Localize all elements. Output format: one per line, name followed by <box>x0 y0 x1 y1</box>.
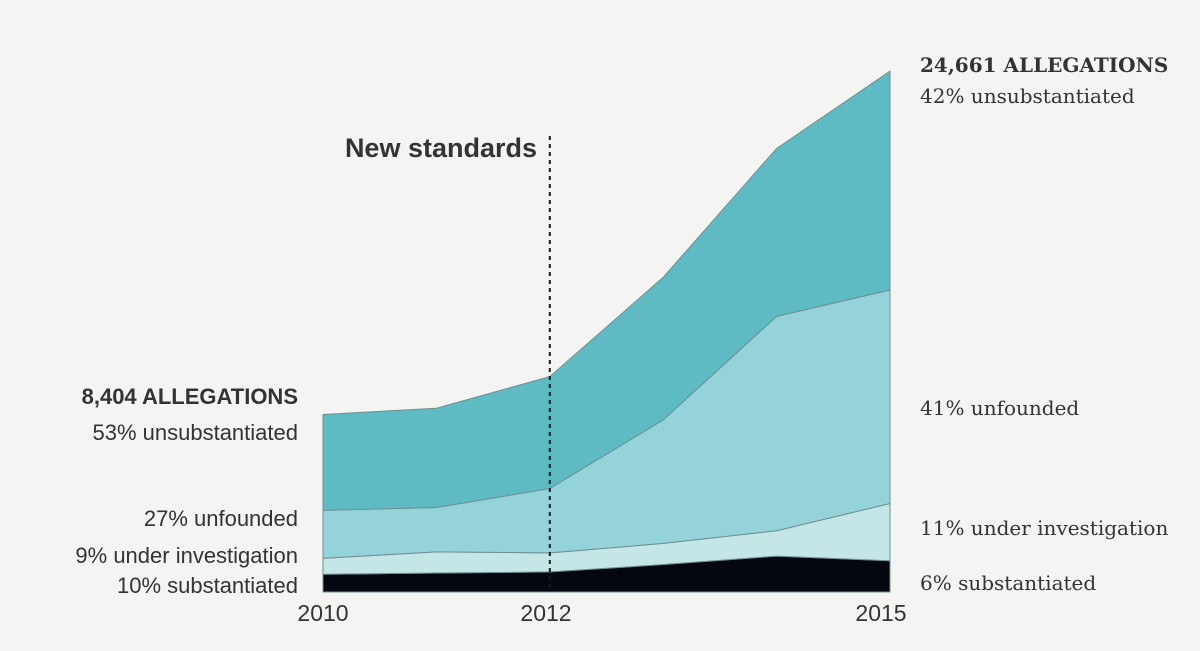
right-under-investigation-label: 11% under investigation <box>920 516 1168 540</box>
x-tick-2015: 2015 <box>855 600 906 626</box>
x-tick-2012: 2012 <box>520 600 571 626</box>
right-unfounded-label: 41% unfounded <box>920 396 1079 420</box>
x-tick-2010: 2010 <box>297 600 348 626</box>
right-substantiated-label: 6% substantiated <box>920 571 1096 595</box>
left-unfounded-label: 27% unfounded <box>144 506 298 531</box>
left-substantiated-label: 10% substantiated <box>117 573 298 598</box>
left-total-label: 8,404 ALLEGATIONS <box>82 384 298 409</box>
left-unsubstantiated-label: 53% unsubstantiated <box>93 420 299 445</box>
right-unsubstantiated-label: 42% unsubstantiated <box>920 84 1135 108</box>
right-total-label: 24,661 ALLEGATIONS <box>920 53 1168 77</box>
new-standards-label: New standards <box>345 133 537 163</box>
area-layers <box>322 70 891 593</box>
left-under-investigation-label: 9% under investigation <box>75 543 298 568</box>
